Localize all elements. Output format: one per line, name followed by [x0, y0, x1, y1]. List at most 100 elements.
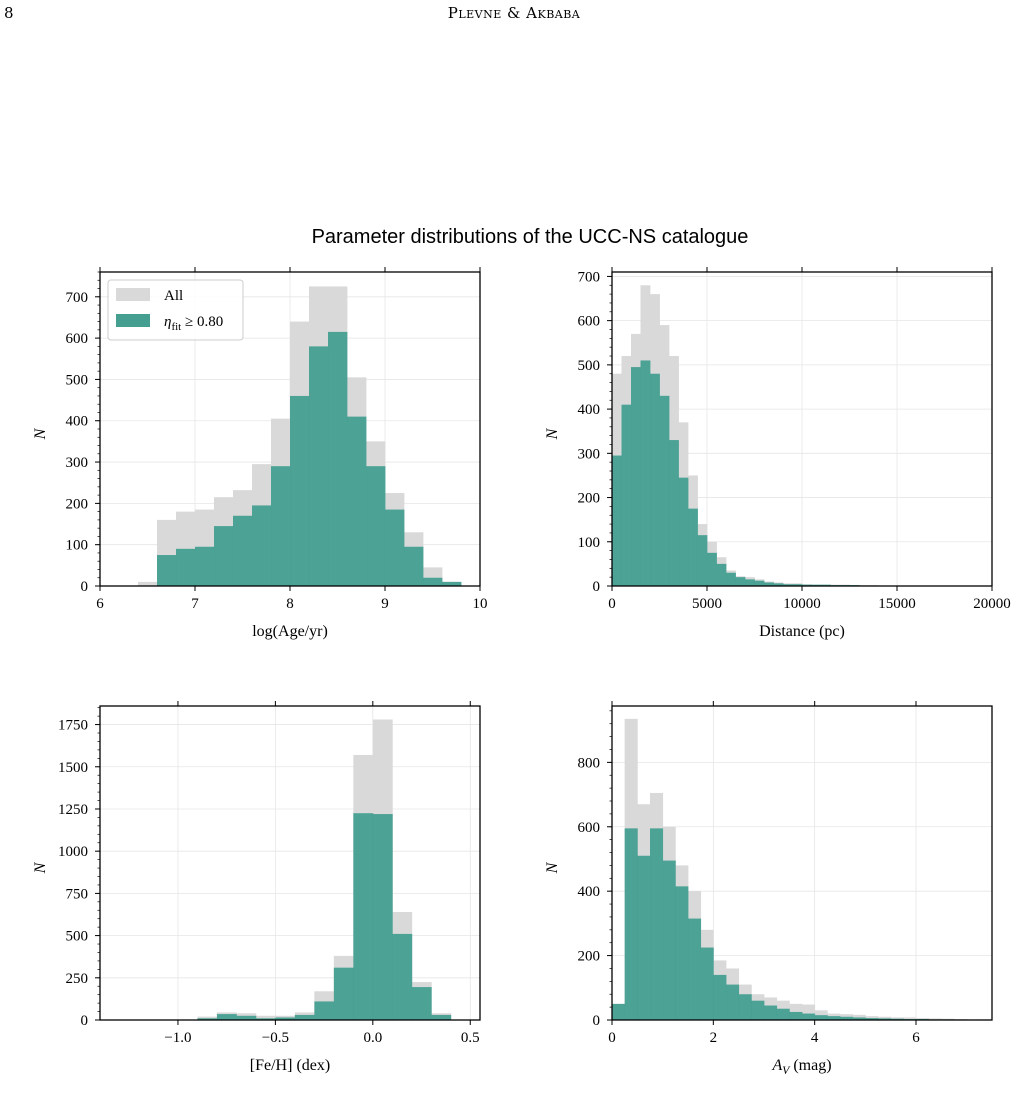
y-tick-label: 750 [66, 886, 89, 902]
histogram-bar [372, 814, 393, 1020]
x-tick-label: −0.5 [262, 1030, 289, 1046]
histogram-bar [662, 860, 676, 1020]
histogram-bar [814, 1015, 828, 1020]
x-tick-label: 10000 [783, 596, 821, 612]
histogram-bar [764, 582, 774, 586]
histogram-bar [814, 1010, 828, 1020]
y-tick-label: 800 [578, 755, 601, 771]
histogram-bar [353, 813, 374, 1020]
y-tick-label: 400 [66, 414, 89, 430]
legend-swatch [116, 288, 150, 301]
y-tick-label: 0 [593, 1013, 601, 1029]
histogram-bar [404, 546, 424, 586]
histogram-bar [236, 1015, 257, 1020]
histogram-bar [754, 580, 765, 586]
series-eta-fit-distance [612, 360, 993, 586]
x-tick-label: 9 [381, 596, 389, 612]
series-all-metallicity [197, 719, 452, 1020]
histogram-bar [713, 974, 727, 1020]
histogram-bar [294, 1014, 315, 1020]
histogram-bar [792, 584, 803, 586]
y-tick-label: 500 [66, 372, 89, 388]
x-tick-label: 15000 [878, 596, 916, 612]
panel-distance: 0 5000 10000 15000 20000 0 100 200 300 400 500 600 7… [544, 267, 1011, 640]
legend-swatch [116, 314, 150, 327]
histogram-bar [669, 440, 679, 586]
y-tick-label: 700 [66, 290, 89, 306]
x-tick-label: 6 [96, 596, 104, 612]
histogram-bar [783, 584, 793, 586]
legend-label: All [164, 288, 183, 304]
x-axis-label: log(Age/yr) [252, 623, 328, 640]
histogram-bar [157, 555, 177, 586]
histogram-bar [735, 577, 746, 586]
histogram-bar [751, 1000, 765, 1020]
histogram-bar [631, 367, 641, 586]
x-axis-label: AV (mag) [771, 1057, 831, 1077]
y-tick-label: 400 [578, 402, 601, 418]
histogram-bar [789, 1011, 803, 1020]
histogram-bar [716, 563, 727, 586]
series-eta-fit-age [157, 331, 462, 586]
x-axis-label: Distance (pc) [759, 623, 845, 640]
histogram-bar [624, 828, 638, 1020]
x-tick-label: 10 [473, 596, 488, 612]
histogram-bar [802, 584, 812, 586]
x-tick-label: 2 [710, 1030, 718, 1046]
y-tick-label: 500 [66, 929, 89, 945]
y-tick-label: 200 [578, 949, 601, 965]
histogram-bar [214, 526, 234, 586]
histogram-bar [678, 477, 689, 586]
x-tick-label: 4 [811, 1030, 819, 1046]
histogram-bar [612, 1003, 626, 1020]
y-tick-label: 500 [578, 358, 601, 374]
histogram-bar [650, 828, 664, 1020]
histogram-bar [688, 508, 698, 586]
histogram-bar [878, 1018, 892, 1020]
histogram-bar [776, 1008, 790, 1020]
histogram-bar [271, 466, 291, 586]
histogram-bar [700, 947, 714, 1020]
histogram-bar [392, 933, 413, 1020]
histogram-bar [726, 984, 740, 1020]
x-axis-label: [Fe/H] (dex) [250, 1057, 330, 1074]
histogram-bar [309, 346, 329, 586]
histogram-bar [707, 552, 717, 586]
histogram-bar [745, 579, 755, 586]
histogram-bar [865, 1018, 879, 1020]
histogram-bar [675, 886, 689, 1020]
x-tick-label: −1.0 [164, 1030, 191, 1046]
histogram-bar [328, 331, 348, 586]
histogram-bar [255, 1015, 276, 1020]
histogram-bar [612, 455, 622, 586]
histogram-bar [138, 581, 158, 586]
y-tick-label: 0 [81, 579, 89, 595]
histogram-bar [176, 548, 196, 586]
y-tick-label: 1750 [58, 718, 88, 734]
histogram-bar [637, 855, 651, 1020]
histogram-bar [773, 583, 784, 586]
histogram-bar [347, 416, 367, 586]
histogram-bar [827, 1016, 841, 1020]
histogram-bar [621, 404, 632, 586]
x-tick-label: 20000 [973, 596, 1011, 612]
histogram-bar [385, 509, 405, 586]
histogram-bar [640, 360, 651, 586]
y-tick-label: 0 [593, 579, 601, 595]
y-tick-label: 300 [578, 446, 601, 462]
histogram-bar [411, 987, 432, 1020]
legend-label: ηfit ≥ 0.80 [164, 314, 223, 333]
histogram-bar [442, 581, 462, 586]
y-tick-label: 700 [578, 269, 601, 285]
histogram-bar [431, 1014, 452, 1020]
histogram-bar [821, 584, 831, 586]
x-tick-label: 8 [286, 596, 294, 612]
running-head: Plevne & Akbaba [447, 4, 581, 22]
histogram-bar [916, 1018, 930, 1020]
x-tick-label: 5000 [692, 596, 722, 612]
panel-age: 6 7 8 9 100100200300400500600700log(Age/yr)N… [32, 267, 488, 640]
x-tick-label: 0.0 [363, 1030, 382, 1046]
y-tick-label: 600 [578, 820, 601, 836]
y-tick-label: 0 [81, 1013, 89, 1029]
histogram-bar [928, 1018, 942, 1020]
